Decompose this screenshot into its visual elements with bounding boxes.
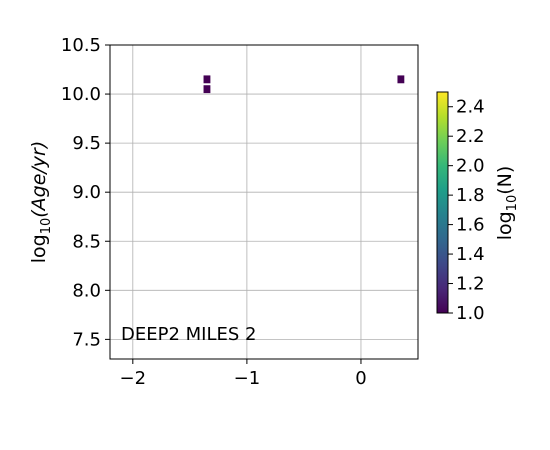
colorbar-tick-label: 2.4 [456,97,485,118]
heatmap-cell [204,75,211,83]
colorbar-label-sub: 10 [505,195,520,212]
colorbar-label-arg: (N) [494,166,516,195]
y-axis-label-base: log [28,234,50,263]
y-tick-label: 9.0 [72,182,101,203]
x-tick-label: 0 [355,368,366,389]
dataset-annotation: DEEP2 MILES 2 [121,324,256,345]
y-axis-label-sub: 10 [39,218,54,235]
colorbar-gradient [437,92,448,313]
plot-frame [110,45,418,359]
colorbar-label: log10(N) [494,166,520,241]
x-tick-label: −1 [234,368,261,389]
y-tick-label: 8.0 [72,280,101,301]
y-axis-label: log10(Age/yr) [28,141,54,264]
colorbar-label-base: log [494,211,516,240]
colorbar-tick-label: 1.6 [456,215,485,236]
heatmap-cell [397,75,404,83]
x-tick-label: −2 [120,368,147,389]
y-tick-label: 9.5 [72,133,101,154]
y-tick-label: 10.0 [61,84,101,105]
colorbar-tick-label: 2.2 [456,126,485,147]
grid [110,45,418,359]
heatmap-cells [204,75,405,93]
colorbar-tick-label: 2.0 [456,156,485,177]
colorbar-tick-label: 1.4 [456,244,485,265]
y-axis: 7.5 8.0 8.5 9.0 9.5 10.0 10.5 [61,35,110,350]
colorbar-tick-label: 1.8 [456,185,485,206]
colorbar-tick-label: 1.0 [456,303,485,324]
y-tick-label: 8.5 [72,231,101,252]
colorbar-tick-label: 1.2 [456,274,485,295]
y-tick-label: 7.5 [72,329,101,350]
colorbar: 1.0 1.2 1.4 1.6 1.8 2.0 2.2 2.4 [437,92,485,324]
colorbar-ticks: 1.0 1.2 1.4 1.6 1.8 2.0 2.2 2.4 [448,97,485,324]
y-axis-label-arg: (Age/yr) [28,141,50,218]
heatmap-cell [204,85,211,93]
y-tick-label: 10.5 [61,35,101,56]
x-axis: −2 −1 0 [120,359,367,389]
